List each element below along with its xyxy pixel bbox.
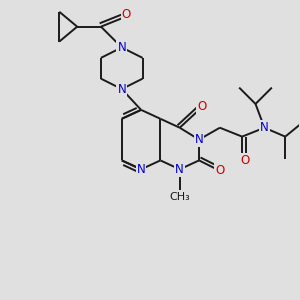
Text: N: N [175,163,184,176]
Text: N: N [117,82,126,96]
Text: N: N [260,121,269,134]
Text: O: O [215,164,224,177]
Text: O: O [241,154,250,167]
Text: O: O [122,8,131,21]
Text: N: N [137,163,146,176]
Text: CH₃: CH₃ [169,192,190,202]
Text: O: O [197,100,207,113]
Text: N: N [195,133,203,146]
Text: N: N [117,41,126,54]
